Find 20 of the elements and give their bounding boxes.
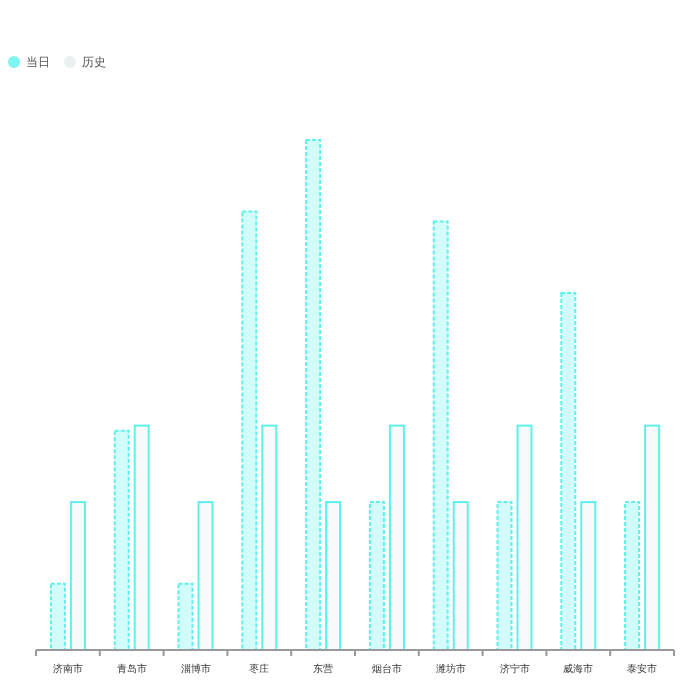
bar xyxy=(325,501,342,651)
bar xyxy=(177,582,194,651)
bar xyxy=(580,501,597,651)
bar xyxy=(305,139,322,651)
bar xyxy=(261,424,278,651)
bar xyxy=(368,501,385,651)
bar xyxy=(644,424,661,651)
bar xyxy=(496,501,513,651)
bar xyxy=(241,210,258,651)
bar xyxy=(69,501,86,651)
bar xyxy=(113,429,130,651)
bar xyxy=(560,292,577,651)
bar xyxy=(432,220,449,651)
bar xyxy=(49,582,66,651)
bar xyxy=(197,501,214,651)
bar xyxy=(388,424,405,651)
bar xyxy=(133,424,150,651)
bar xyxy=(452,501,469,651)
bar xyxy=(624,501,641,651)
bar xyxy=(516,424,533,651)
